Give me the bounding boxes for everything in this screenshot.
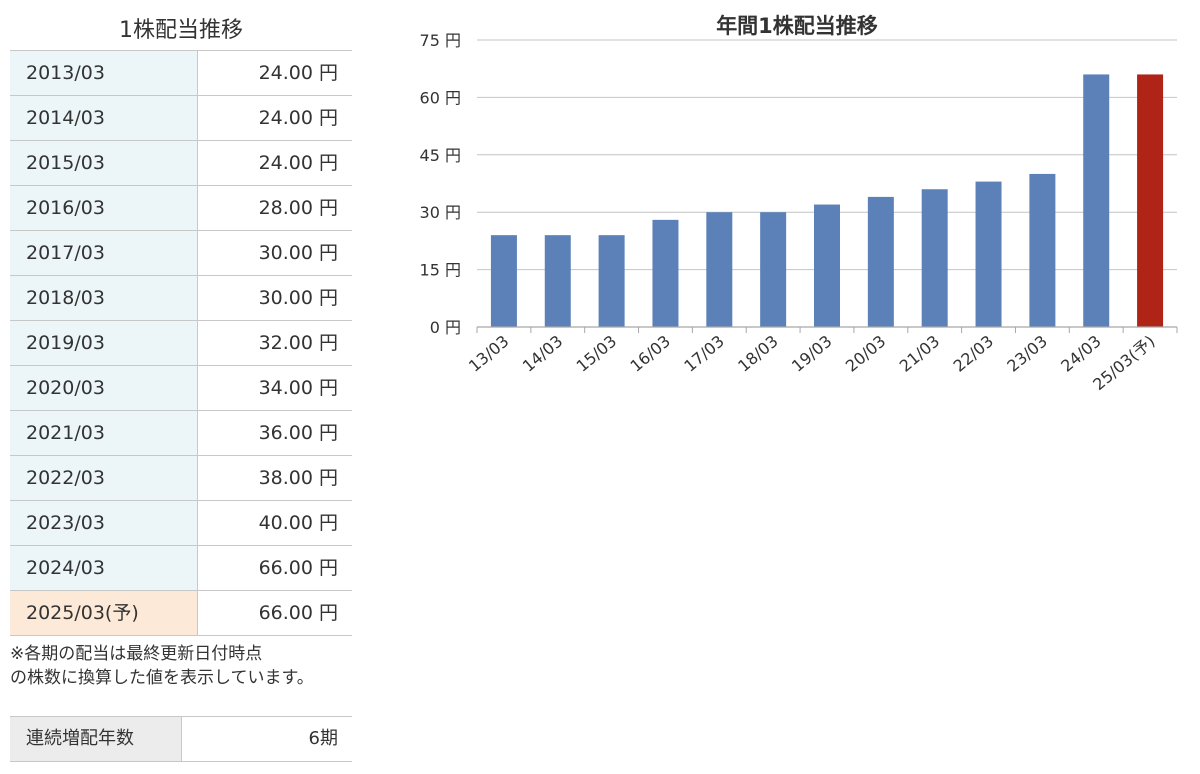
table-row: 2015/03 24.00 円: [10, 141, 352, 186]
period-cell: 2015/03: [10, 141, 198, 185]
grid-lines: [477, 39, 1177, 271]
x-tick-label: 17/03: [680, 332, 728, 376]
x-tick-label: 23/03: [1003, 332, 1051, 376]
x-tick-label: 14/03: [519, 332, 567, 376]
period-cell: 2021/03: [10, 411, 198, 455]
dividend-value-cell: 66.00 円: [258, 557, 338, 579]
period-cell: 2014/03: [10, 96, 198, 140]
y-tick-label: 75 円: [420, 31, 461, 50]
dividend-streak-table: 連続増配年数 6期: [10, 716, 352, 762]
period-cell: 2022/03: [10, 456, 198, 500]
dividend-bar: [1029, 173, 1056, 327]
y-tick-label: 15 円: [420, 261, 461, 280]
x-tick-label: 22/03: [950, 332, 998, 376]
table-row: 2018/03 30.00 円: [10, 276, 352, 321]
table-row: 2021/03 36.00 円: [10, 411, 352, 456]
forecast-bar: [1137, 74, 1164, 327]
x-tick-label: 13/03: [465, 332, 513, 376]
dividend-bar: [921, 189, 948, 327]
dividend-bar: [706, 212, 733, 327]
x-axis: [476, 326, 1178, 333]
dividend-value-cell: 32.00 円: [258, 332, 338, 354]
dividend-bar: [814, 204, 840, 327]
dividend-value-cell: 66.00 円: [258, 602, 338, 624]
y-tick-label: 0 円: [430, 318, 461, 337]
table-row: 2025/03(予) 66.00 円: [10, 591, 352, 636]
period-cell: 2023/03: [10, 501, 198, 545]
table-row: 2016/03 28.00 円: [10, 186, 352, 231]
dividend-value-cell: 30.00 円: [258, 287, 338, 309]
x-tick-label: 18/03: [734, 332, 782, 376]
x-tick-label: 16/03: [626, 332, 674, 376]
bars: [490, 74, 1164, 327]
dividend-value-cell: 28.00 円: [258, 197, 338, 219]
dividend-value-cell: 38.00 円: [258, 467, 338, 489]
table-row: 2024/03 66.00 円: [10, 546, 352, 591]
table-row: 2023/03 40.00 円: [10, 501, 352, 546]
period-cell: 2018/03: [10, 276, 198, 320]
table-row: 2019/03 32.00 円: [10, 321, 352, 366]
dividend-bar: [760, 212, 787, 327]
dividend-bar: [867, 196, 894, 327]
y-tick-label: 30 円: [420, 203, 461, 222]
dividend-bar-chart: 年間1株配当推移 0 円 15 円 30 円 45 円 60 円 75 円 13/03 14…: [420, 14, 1178, 395]
table-row: 2014/03 24.00 円: [10, 96, 352, 141]
dividend-bar: [652, 219, 679, 327]
chart-title: 年間1株配当推移: [716, 14, 878, 38]
x-tick-label: 19/03: [788, 332, 836, 376]
period-cell: 2024/03: [10, 546, 198, 590]
x-tick-label: 24/03: [1057, 332, 1105, 376]
period-cell: 2025/03(予): [10, 591, 198, 635]
x-tick-label: 15/03: [573, 332, 621, 376]
dividend-bar: [544, 235, 571, 327]
dividend-value-cell: 24.00 円: [258, 62, 338, 84]
dividend-table: 2013/03 24.00 円 2014/03 24.00 円 2015/03 24.00…: [10, 51, 352, 636]
y-tick-label: 45 円: [420, 146, 461, 165]
dividend-bar: [1083, 74, 1110, 327]
table-title: 1株配当推移: [10, 12, 352, 51]
table-row: 2020/03 34.00 円: [10, 366, 352, 411]
dividend-bar: [598, 235, 625, 327]
dividend-history-panel: 1株配当推移 2013/03 24.00 円 2014/03 24.00 円 2015/…: [10, 12, 352, 762]
note-line-1: ※各期の配当は最終更新日付時点: [10, 644, 263, 664]
table-row: 2013/03 24.00 円: [10, 51, 352, 96]
x-tick-label: 20/03: [842, 332, 890, 376]
y-tick-labels: 0 円 15 円 30 円 45 円 60 円 75 円: [420, 31, 461, 337]
dividend-value-cell: 24.00 円: [258, 152, 338, 174]
table-row: 2017/03 30.00 円: [10, 231, 352, 276]
dividend-value-cell: 30.00 円: [258, 242, 338, 264]
period-cell: 2019/03: [10, 321, 198, 365]
period-cell: 2017/03: [10, 231, 198, 275]
table-row: 2022/03 38.00 円: [10, 456, 352, 501]
streak-value: 6期: [308, 728, 338, 749]
y-tick-label: 60 円: [420, 88, 461, 107]
x-tick-labels: 13/03 14/03 15/03 16/03 17/03 18/03 19/03 20/03…: [465, 332, 1159, 395]
dividend-bar: [490, 235, 517, 327]
table-note: ※各期の配当は最終更新日付時点 の株数に換算した値を表示しています。: [10, 642, 352, 690]
note-line-2: の株数に換算した値を表示しています。: [10, 668, 314, 688]
dividend-chart: 年間1株配当推移 0 円 15 円 30 円 45 円 60 円 75 円 13/03 14…: [380, 0, 1200, 460]
dividend-bar: [975, 181, 1002, 327]
dividend-value-cell: 36.00 円: [258, 422, 338, 444]
streak-label: 連続増配年数: [10, 717, 182, 761]
x-tick-label: 21/03: [896, 332, 944, 376]
period-cell: 2020/03: [10, 366, 198, 410]
dividend-value-cell: 34.00 円: [258, 377, 338, 399]
period-cell: 2013/03: [10, 51, 198, 95]
period-cell: 2016/03: [10, 186, 198, 230]
dividend-value-cell: 24.00 円: [258, 107, 338, 129]
dividend-value-cell: 40.00 円: [258, 512, 338, 534]
